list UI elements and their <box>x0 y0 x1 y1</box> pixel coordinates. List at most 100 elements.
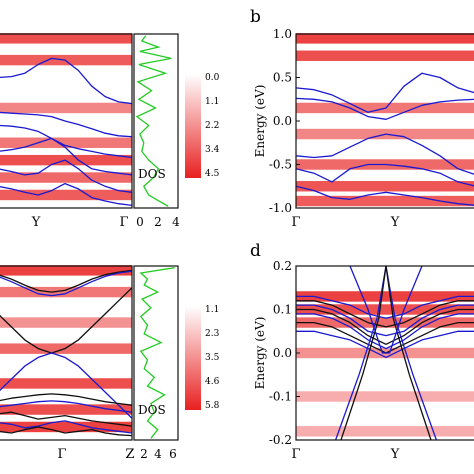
panel-c-cbar-tick-2: 3.5 <box>205 353 220 363</box>
panel-a-band-1 <box>0 111 133 138</box>
panel-d: d Energy (eV) 0.2 0.1 0.0 -0.1 -0.2 Γ Y <box>250 241 474 462</box>
panel-b-ytick-label-4: -1.0 <box>269 201 292 215</box>
panel-c-cbar-tick-3: 4.6 <box>205 377 220 387</box>
panel-b: b Energy (eV) 1.0 0.5 0.0 -0.5 -1.0 Γ Y <box>250 7 474 230</box>
panel-d-band-3 <box>296 308 474 345</box>
panel-d-ytick-label-2: 0.0 <box>273 346 292 360</box>
panel-b-bands <box>295 72 474 206</box>
panel-c-band-2 <box>0 287 133 354</box>
panel-c-band-5 <box>0 400 133 413</box>
panel-a-dos-xtick-4: 4 <box>172 215 180 229</box>
panel-a-cbar-tick-4: 4.5 <box>205 169 220 179</box>
panel-a-cbar-tick-1: 1.1 <box>205 97 219 107</box>
panel-d-heat-band-0 <box>296 291 474 302</box>
panel-a-dos-plot <box>135 35 172 207</box>
panel-c-cbar-tick-4: 5.8 <box>205 401 220 411</box>
panel-b-band-4 <box>295 185 474 206</box>
panel-a-cbar-tick-3: 3.4 <box>205 145 220 155</box>
panel-b-heat-band-0 <box>296 33 474 44</box>
panel-d-ylabel: Energy (eV) <box>253 317 267 390</box>
panel-c-band-7 <box>0 420 133 434</box>
panel-d-band-1 <box>296 300 474 328</box>
panel-b-xtick-y: Y <box>390 215 400 230</box>
panel-a-dos-curve <box>135 35 172 207</box>
panel-d-band-6 <box>296 330 474 359</box>
panel-a-cbar-tick-0: 0.0 <box>205 73 220 83</box>
panel-c-band-4 <box>0 393 133 406</box>
panel-c-band-0 <box>0 269 133 293</box>
panel-b-heat-band-5 <box>296 181 474 192</box>
panel-b-ytick-label-2: 0.0 <box>273 114 292 128</box>
panel-a-band-0 <box>0 57 133 105</box>
panel-b-heat-band-1 <box>296 50 474 61</box>
panel-d-heat-band-4 <box>296 391 474 402</box>
panel-a-band-3 <box>0 137 133 176</box>
panel-d-yticks: 0.2 0.1 0.0 -0.1 -0.2 <box>269 259 300 447</box>
panel-a-dos-label: DOS <box>138 167 166 181</box>
panel-d-ytick-label-0: 0.2 <box>273 259 292 273</box>
panel-b-band-3 <box>295 163 474 187</box>
panel-c-colorbar <box>185 306 201 410</box>
panel-a-heat-band-2 <box>0 102 132 114</box>
panel-a: Y Γ DOS 0 2 4 0.0 1.1 2.2 3.4 4.5 <box>0 33 220 230</box>
panel-a-bands <box>0 57 133 207</box>
panel-a-dos-xtick-0: 0 <box>136 215 144 229</box>
panel-c-cbar-tick-1: 2.3 <box>205 329 220 339</box>
panel-c-heat-band-0 <box>0 265 132 276</box>
panel-a-band-2 <box>0 124 133 159</box>
panel-a-band-4 <box>0 159 133 193</box>
panel-c-heat-band-2 <box>0 317 132 328</box>
panel-d-ytick-label-1: 0.1 <box>273 303 292 317</box>
panel-c-heat-band-6 <box>0 421 132 433</box>
panel-b-band-0 <box>295 72 474 113</box>
panel-b-letter: b <box>250 7 261 27</box>
panel-d-heat-band-2 <box>296 317 474 328</box>
panel-d-xtick-gamma: Γ <box>291 447 300 462</box>
panel-c-dos-xtick-2: 2 <box>140 447 148 461</box>
panel-c-band-6 <box>0 411 133 427</box>
panel-d-ytick-label-3: -0.1 <box>269 390 292 404</box>
panel-b-yticks: 1.0 0.5 0.0 -0.5 -1.0 <box>269 27 300 215</box>
panel-b-xtick-gamma: Γ <box>291 215 300 230</box>
panel-b-heat-band-6 <box>296 195 474 207</box>
panel-a-dos-xtick-2: 2 <box>154 215 162 229</box>
panel-a-xtick-y: Y <box>31 215 41 230</box>
panel-a-xtick-gamma: Γ <box>119 215 128 230</box>
panel-b-band-1 <box>295 97 474 120</box>
panel-c-xtick-gamma: Γ <box>57 447 66 462</box>
panel-c: Γ Z DOS 2 4 6 1.1 2.3 3.5 4.6 5.8 <box>0 265 220 462</box>
panel-b-ytick-label-3: -0.5 <box>269 158 292 172</box>
panel-b-band-2 <box>295 133 474 175</box>
panel-d-band-2 <box>296 304 474 337</box>
panel-b-ytick-label-0: 1.0 <box>273 27 292 41</box>
panel-d-xtick-y: Y <box>390 447 400 462</box>
panel-c-dos-xtick-6: 6 <box>169 447 177 461</box>
panel-c-heat-band-5 <box>0 404 132 415</box>
panel-d-heat-band-1 <box>296 304 474 315</box>
panel-c-heat-band-1 <box>0 286 132 298</box>
panel-a-cbar-tick-2: 2.2 <box>205 121 219 131</box>
panel-c-cbar-tick-0: 1.1 <box>205 305 219 315</box>
panel-d-band-4 <box>296 313 474 350</box>
panel-c-dos-label: DOS <box>138 403 166 417</box>
panel-a-colorbar <box>185 74 201 178</box>
panel-c-dos-xtick-4: 4 <box>154 447 162 461</box>
panel-a-heat-band-6 <box>0 189 132 201</box>
panel-c-bands <box>0 269 133 437</box>
panel-d-ytick-label-4: -0.2 <box>269 433 292 447</box>
panel-c-band-3 <box>0 352 133 419</box>
panel-c-dos-curve <box>139 267 175 439</box>
panel-d-steep-band-2 <box>349 265 423 354</box>
panel-a-heat-band-0 <box>0 33 132 44</box>
panel-c-band-1 <box>0 270 133 297</box>
panel-d-band-0 <box>296 295 474 319</box>
panel-c-heat-band-4 <box>0 378 132 389</box>
panel-b-ylabel: Energy (eV) <box>253 85 267 158</box>
panel-d-heat-band-5 <box>296 426 474 437</box>
panel-a-heat-band-5 <box>0 172 132 183</box>
panel-d-letter: d <box>250 241 261 261</box>
panel-c-dos-plot <box>139 267 175 439</box>
panel-a-band-5 <box>0 182 133 207</box>
panel-c-xtick-z: Z <box>125 447 134 462</box>
